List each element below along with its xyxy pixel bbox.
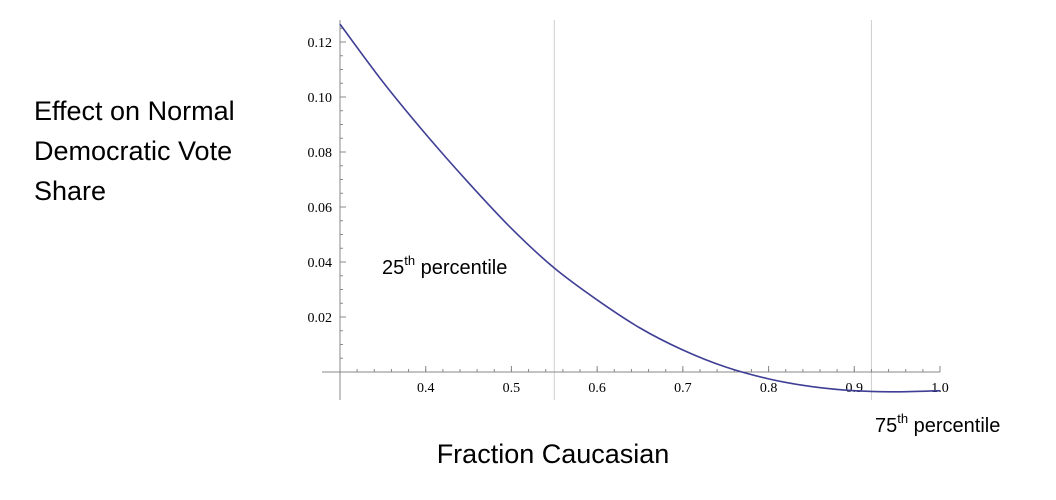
y-tick-label: 0.10 [308, 91, 333, 106]
x-axis-label: Fraction Caucasian [437, 439, 670, 469]
x-tick-label: 0.8 [760, 381, 778, 396]
y-axis-label-line-1: Effect on Normal [34, 96, 235, 126]
y-tick-label: 0.08 [308, 146, 333, 161]
x-tick-label: 0.5 [503, 381, 521, 396]
y-axis-label-line-2: Democratic Vote [34, 136, 232, 166]
x-tick-label: 0.6 [588, 381, 606, 396]
annotations: 25th percentile 75th percentile [382, 253, 1000, 437]
reference-label-2: 75th percentile [875, 411, 1000, 437]
y-tick-label: 0.02 [308, 311, 333, 326]
reference-lines [553, 20, 872, 400]
series [339, 23, 941, 393]
x-tick-label: 0.4 [417, 381, 435, 396]
y-tick-label: 0.04 [308, 256, 333, 271]
x-tick-label: 1.0 [931, 381, 949, 396]
series-line-1 [339, 23, 941, 393]
reference-label-1: 25th percentile [382, 253, 507, 279]
axes: 0.02 0.04 0.06 0.08 0.10 0.12 0.4 0.5 0.6 0.7 0.8 0… [308, 20, 949, 400]
y-tick-label: 0.12 [308, 36, 333, 51]
y-axis-label-line-3: Share [34, 176, 106, 206]
y-axis-label: Effect on Normal Democratic Vote Share [34, 96, 235, 206]
x-tick-label: 0.9 [846, 381, 864, 396]
x-tick-label: 0.7 [674, 381, 692, 396]
y-tick-label: 0.06 [308, 201, 333, 216]
